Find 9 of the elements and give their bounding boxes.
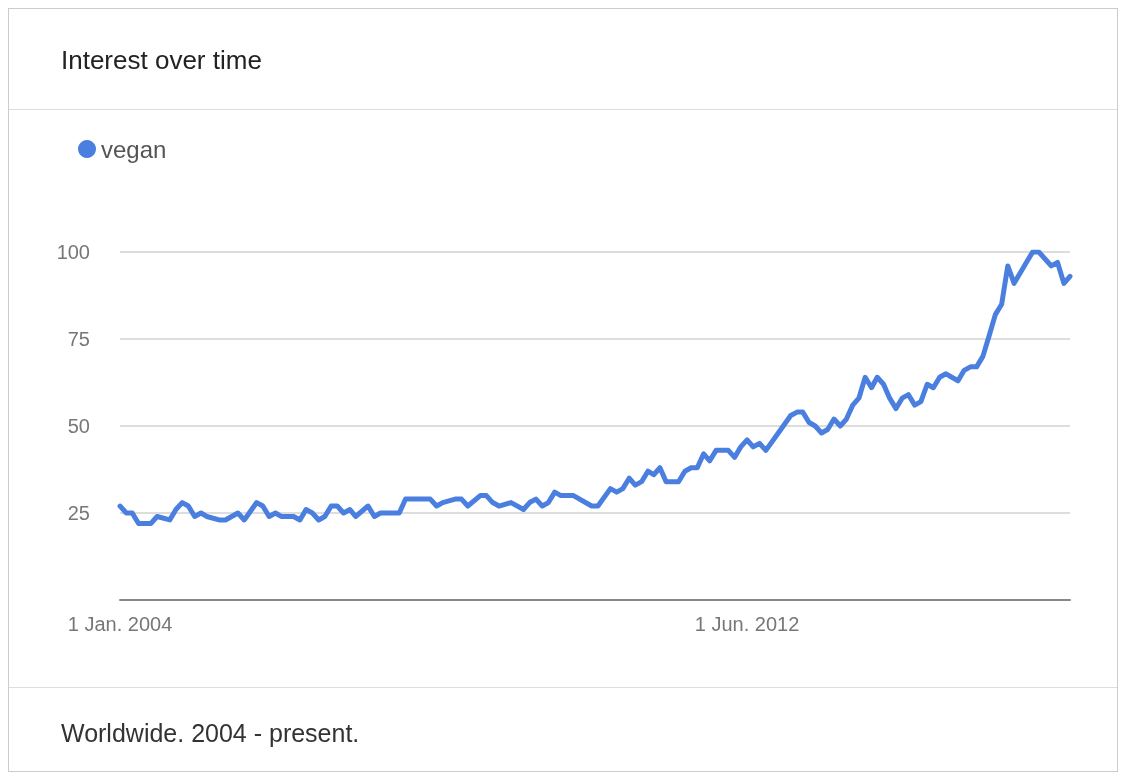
legend-label: vegan bbox=[101, 135, 167, 163]
text: Worldwide. 2004 - present. bbox=[61, 719, 360, 748]
y-tick-label: 50 bbox=[67, 415, 90, 437]
y-tick-label: 100 bbox=[56, 241, 90, 263]
x-tick-label: 1 Jun. 2012 bbox=[694, 613, 800, 635]
x-tick-label: 1 Jan. 2004 bbox=[67, 613, 173, 635]
chart-title: Interest over time bbox=[61, 45, 262, 76]
y-tick-label: 25 bbox=[67, 502, 90, 524]
y-tick-label: 75 bbox=[67, 328, 90, 350]
